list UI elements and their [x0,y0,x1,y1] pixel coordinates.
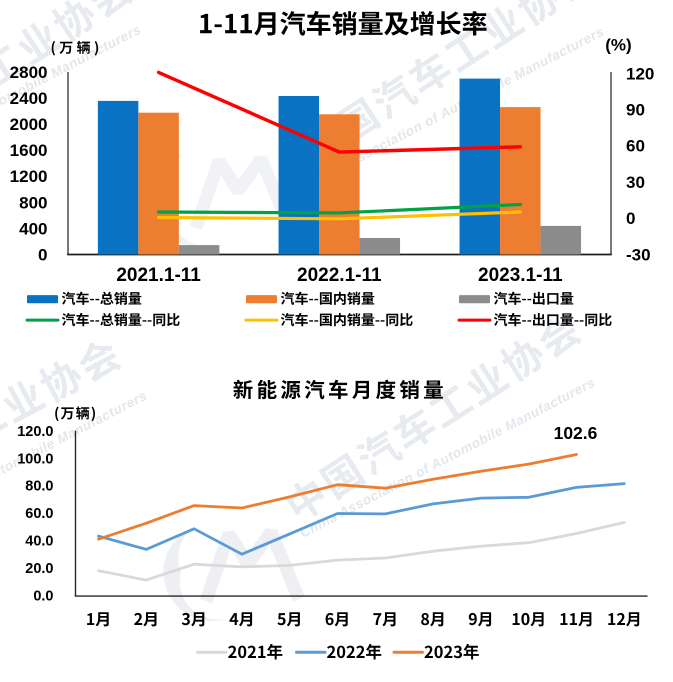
svg-text:2800: 2800 [10,63,48,82]
svg-text:0.0: 0.0 [33,588,53,604]
svg-text:20.0: 20.0 [25,561,53,577]
svg-text:102.6: 102.6 [554,423,598,443]
svg-text:30: 30 [626,173,645,192]
svg-text:-30: -30 [626,245,651,264]
svg-text:40.0: 40.0 [25,534,53,550]
svg-text:1200: 1200 [10,167,48,186]
svg-text:800: 800 [19,193,47,212]
svg-text:120: 120 [626,64,654,83]
svg-text:0: 0 [626,209,635,228]
svg-text:2400: 2400 [10,89,48,108]
svg-text:2021.1-11: 2021.1-11 [116,265,201,286]
svg-text:1600: 1600 [10,141,48,160]
svg-text:2023.1-11: 2023.1-11 [478,265,563,286]
svg-text:60: 60 [626,137,645,156]
svg-text:2022.1-11: 2022.1-11 [297,265,382,286]
svg-text:400: 400 [19,219,47,238]
svg-text:2000: 2000 [10,115,48,134]
svg-text:120.0: 120.0 [17,424,53,440]
svg-text:90: 90 [626,101,645,120]
svg-text:0: 0 [38,246,47,265]
svg-text:60.0: 60.0 [25,506,53,522]
svg-text:80.0: 80.0 [25,479,53,495]
svg-text:100.0: 100.0 [17,451,53,467]
svg-text:(%): (%) [605,36,631,55]
